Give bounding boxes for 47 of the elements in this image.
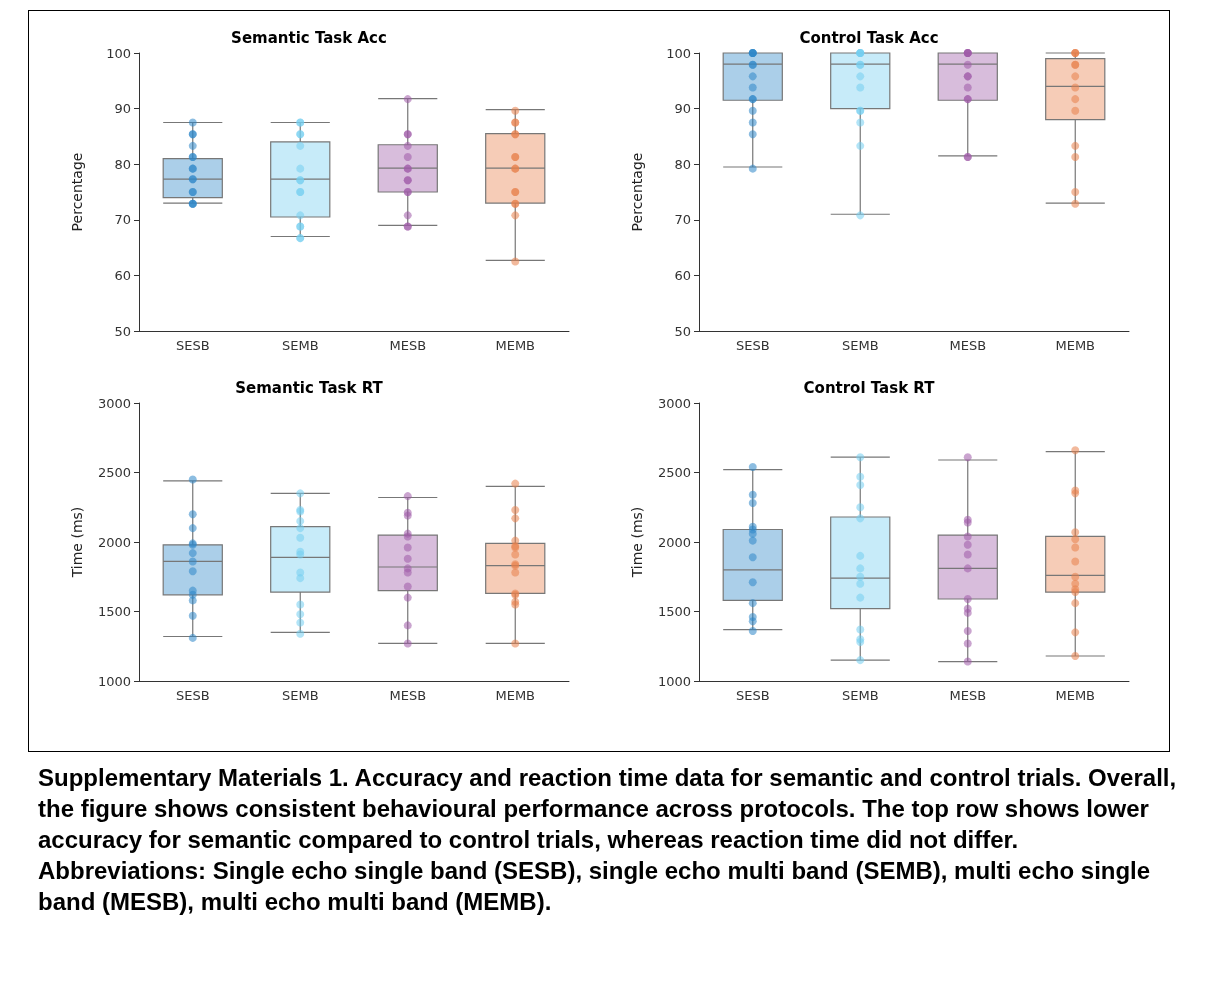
- y-tick-label: 80: [114, 156, 131, 172]
- x-tick-label: MEMB: [1055, 338, 1096, 353]
- y-tick-label: 2500: [97, 465, 131, 480]
- x-tick-label: MEMB: [495, 338, 536, 353]
- y-tick-label: 80: [674, 156, 691, 172]
- y-tick-label: 70: [114, 212, 131, 228]
- x-tick-label: MESB: [949, 688, 987, 703]
- y-axis-title: Time (ms): [69, 506, 85, 579]
- y-tick-label: 70: [674, 212, 691, 228]
- chart-title: Control Task RT: [803, 378, 936, 397]
- y-tick-label: 2000: [657, 534, 691, 550]
- x-tick-label: SEMB: [281, 688, 319, 703]
- x-tick-label: MEMB: [1055, 688, 1096, 703]
- y-axis-title: Percentage: [69, 152, 85, 232]
- x-tick-label: SEMB: [841, 688, 879, 703]
- x-tick-label: SEMB: [841, 338, 879, 353]
- y-axis-title: Time (ms): [629, 506, 645, 579]
- y-tick-label: 100: [666, 45, 691, 61]
- y-tick-label: 2500: [657, 465, 691, 480]
- x-tick-label: MESB: [389, 688, 427, 703]
- y-tick-label: 50: [114, 323, 131, 339]
- x-tick-label: MEMB: [495, 688, 536, 703]
- y-tick-label: 90: [674, 101, 691, 117]
- y-tick-label: 2000: [97, 534, 131, 550]
- y-tick-label: 1500: [657, 604, 691, 619]
- y-tick-label: 3000: [97, 395, 131, 411]
- y-tick-label: 1500: [97, 604, 131, 619]
- x-tick-label: SESB: [175, 688, 210, 703]
- y-tick-label: 50: [674, 323, 691, 339]
- y-tick-label: 1000: [657, 673, 691, 689]
- y-tick-label: 90: [114, 101, 131, 117]
- x-tick-label: MESB: [949, 338, 987, 353]
- y-axis-title: Percentage: [629, 152, 645, 232]
- y-tick-label: 60: [674, 267, 691, 283]
- x-tick-label: SESB: [735, 688, 770, 703]
- chart-title: Semantic Task Acc: [231, 28, 387, 47]
- x-tick-label: SESB: [735, 338, 770, 353]
- y-tick-label: 100: [106, 45, 131, 61]
- y-tick-label: 3000: [657, 395, 691, 411]
- y-tick-label: 60: [114, 267, 131, 283]
- text: Supplementary Materials 1. Accuracy and reaction time data for semantic and control trials. Overall, the figure shows consistent behavioural performance across protocols. The top row shows lower accuracy for semantic compared to control trials, whereas reaction time did not differ. Abbreviations: Single echo single band (SESB), single echo multi band (SEMB), multi echo single band (MESB), multi echo multi band (MEMB).: [38, 763, 1178, 917]
- chart-title: Semantic Task RT: [235, 378, 384, 397]
- x-tick-label: SESB: [175, 338, 210, 353]
- chart-title: Control Task Acc: [799, 28, 939, 47]
- x-tick-label: MESB: [389, 338, 427, 353]
- y-tick-label: 1000: [97, 673, 131, 689]
- x-tick-label: SEMB: [281, 338, 319, 353]
